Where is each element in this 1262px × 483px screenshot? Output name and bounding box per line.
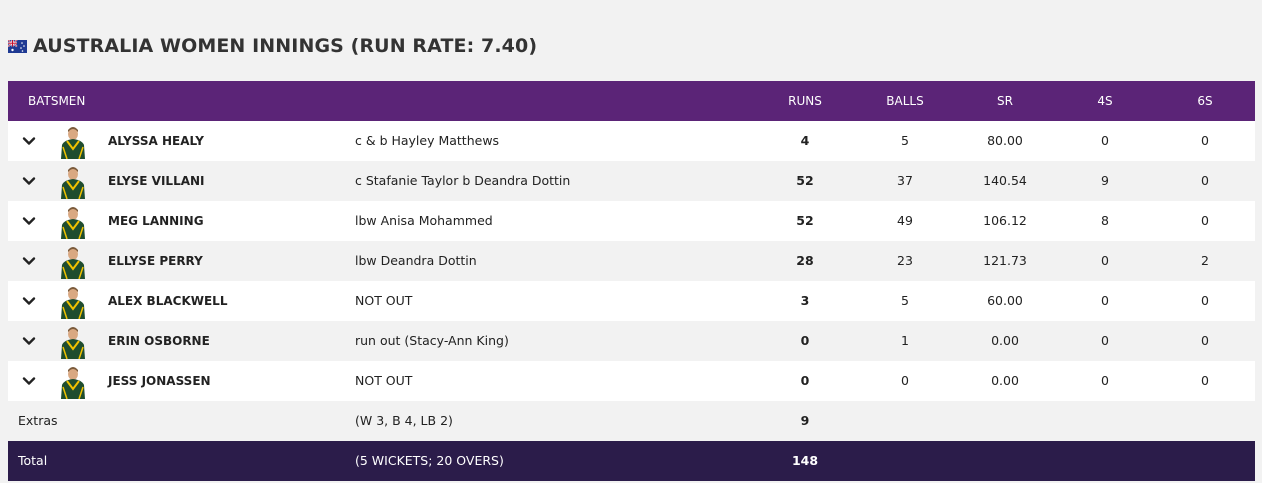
sixes: 2 <box>1201 253 1209 268</box>
runs: 0 <box>800 373 810 388</box>
extras-label: Extras <box>18 413 58 428</box>
chevron-down-icon[interactable] <box>22 134 36 148</box>
sixes: 0 <box>1201 333 1209 348</box>
total-row: Total (5 WICKETS; 20 OVERS) 148 <box>8 441 1255 481</box>
player-avatar <box>61 127 85 159</box>
batsman-name: ELLYSE PERRY <box>108 254 203 268</box>
col-balls: BALLS <box>886 94 924 108</box>
batsman-row[interactable]: ELYSE VILLANI c Stafanie Taylor b Deandr… <box>8 161 1255 201</box>
sixes: 0 <box>1201 293 1209 308</box>
runs: 3 <box>800 293 810 308</box>
strike-rate: 0.00 <box>991 333 1019 348</box>
chevron-down-icon[interactable] <box>22 334 36 348</box>
dismissal: c Stafanie Taylor b Deandra Dottin <box>355 173 571 188</box>
fours: 0 <box>1101 293 1109 308</box>
chevron-down-icon[interactable] <box>22 174 36 188</box>
total-detail: (5 WICKETS; 20 OVERS) <box>355 453 504 468</box>
chevron-down-icon[interactable] <box>22 254 36 268</box>
sixes: 0 <box>1201 213 1209 228</box>
batsman-name: ALEX BLACKWELL <box>108 294 228 308</box>
balls: 49 <box>897 213 913 228</box>
player-avatar <box>61 327 85 359</box>
total-label: Total <box>18 453 48 468</box>
batsman-name: ALYSSA HEALY <box>108 134 204 148</box>
batsman-row[interactable]: ALYSSA HEALY c & b Hayley Matthews 4 5 8… <box>8 121 1255 161</box>
balls: 23 <box>897 253 913 268</box>
batsman-row[interactable]: ALEX BLACKWELL NOT OUT 3 5 60.00 0 0 <box>8 281 1255 321</box>
col-fours: 4S <box>1097 94 1113 108</box>
dismissal: NOT OUT <box>355 373 413 388</box>
page-title: AUSTRALIA WOMEN INNINGS (RUN RATE: 7.40) <box>33 35 538 57</box>
player-avatar <box>61 367 85 399</box>
extras-detail: (W 3, B 4, LB 2) <box>355 413 453 428</box>
player-avatar <box>61 287 85 319</box>
strike-rate: 60.00 <box>987 293 1023 308</box>
col-sixes: 6S <box>1197 94 1213 108</box>
fours: 0 <box>1101 253 1109 268</box>
chevron-down-icon[interactable] <box>22 374 36 388</box>
extras-row: Extras (W 3, B 4, LB 2) 9 <box>8 401 1255 441</box>
strike-rate: 0.00 <box>991 373 1019 388</box>
chevron-down-icon[interactable] <box>22 214 36 228</box>
balls: 5 <box>901 133 909 148</box>
dismissal: lbw Anisa Mohammed <box>355 213 493 228</box>
runs: 52 <box>796 213 814 228</box>
chevron-down-icon[interactable] <box>22 294 36 308</box>
col-batsmen: BATSMEN <box>28 94 86 108</box>
strike-rate: 106.12 <box>983 213 1027 228</box>
batsman-row[interactable]: ERIN OSBORNE run out (Stacy-Ann King) 0 … <box>8 321 1255 361</box>
sixes: 0 <box>1201 173 1209 188</box>
fours: 0 <box>1101 333 1109 348</box>
sixes: 0 <box>1201 373 1209 388</box>
runs: 28 <box>796 253 814 268</box>
australia-flag-icon <box>8 39 27 53</box>
runs: 4 <box>800 133 810 148</box>
fours: 0 <box>1101 373 1109 388</box>
col-runs: RUNS <box>788 94 822 108</box>
table-header: BATSMEN RUNS BALLS SR 4S 6S <box>8 81 1255 121</box>
batting-scorecard: BATSMEN RUNS BALLS SR 4S 6S ALYSSA HEALY… <box>8 81 1255 481</box>
batsman-name: MEG LANNING <box>108 214 204 228</box>
strike-rate: 121.73 <box>983 253 1027 268</box>
col-sr: SR <box>997 94 1013 108</box>
dismissal: lbw Deandra Dottin <box>355 253 477 268</box>
sixes: 0 <box>1201 133 1209 148</box>
balls: 1 <box>901 333 909 348</box>
fours: 0 <box>1101 133 1109 148</box>
extras-runs: 9 <box>800 413 810 428</box>
batsman-name: ERIN OSBORNE <box>108 334 210 348</box>
total-runs: 148 <box>791 453 819 468</box>
dismissal: run out (Stacy-Ann King) <box>355 333 509 348</box>
player-avatar <box>61 207 85 239</box>
dismissal: NOT OUT <box>355 293 413 308</box>
batsman-row[interactable]: ELLYSE PERRY lbw Deandra Dottin 28 23 12… <box>8 241 1255 281</box>
fours: 9 <box>1101 173 1109 188</box>
innings-heading: AUSTRALIA WOMEN INNINGS (RUN RATE: 7.40) <box>8 33 537 59</box>
strike-rate: 80.00 <box>987 133 1023 148</box>
strike-rate: 140.54 <box>983 173 1027 188</box>
balls: 5 <box>901 293 909 308</box>
balls: 0 <box>901 373 909 388</box>
runs: 52 <box>796 173 814 188</box>
player-avatar <box>61 247 85 279</box>
balls: 37 <box>897 173 913 188</box>
batsman-name: ELYSE VILLANI <box>108 174 205 188</box>
runs: 0 <box>800 333 810 348</box>
dismissal: c & b Hayley Matthews <box>355 133 500 148</box>
batsman-row[interactable]: JESS JONASSEN NOT OUT 0 0 0.00 0 0 <box>8 361 1255 401</box>
player-avatar <box>61 167 85 199</box>
fours: 8 <box>1101 213 1109 228</box>
batsman-row[interactable]: MEG LANNING lbw Anisa Mohammed 52 49 106… <box>8 201 1255 241</box>
batsman-name: JESS JONASSEN <box>108 374 211 388</box>
